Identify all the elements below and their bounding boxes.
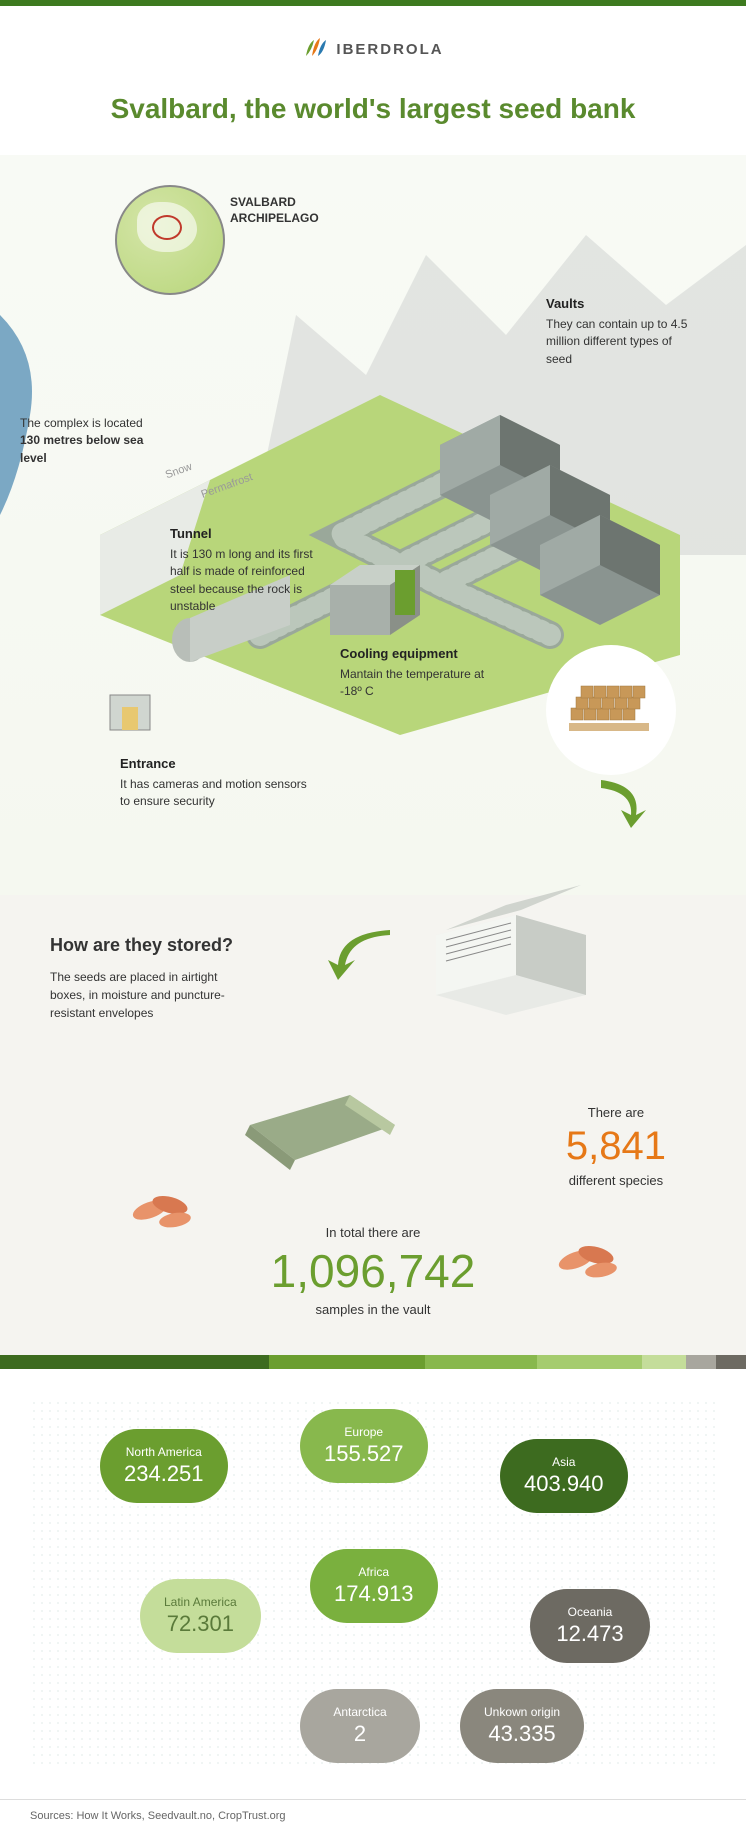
color-segment <box>642 1355 687 1369</box>
region-pill: Oceania12.473 <box>530 1589 650 1663</box>
region-pill: North America234.251 <box>100 1429 228 1503</box>
region-pill: Africa174.913 <box>310 1549 438 1623</box>
leaf-icon <box>302 36 328 62</box>
color-segment <box>537 1355 641 1369</box>
sources-footer: Sources: How It Works, Seedvault.no, Cro… <box>0 1799 746 1832</box>
pallet-circle <box>546 645 676 775</box>
pallet-icon <box>566 683 656 738</box>
storage-box-icon <box>406 875 606 1015</box>
brand-logo: IBERDROLA <box>302 36 443 62</box>
vaults-callout: VaultsThey can contain up to 4.5 million… <box>546 295 696 368</box>
sea-level-callout: The complex is located 130 metres below … <box>20 415 160 467</box>
region-pill: Antarctica2 <box>300 1689 420 1763</box>
region-pill: Latin America72.301 <box>140 1579 261 1653</box>
region-pill: Europe155.527 <box>300 1409 428 1483</box>
color-segment <box>716 1355 746 1369</box>
region-pill: Asia403.940 <box>500 1439 628 1513</box>
arrow-left-icon <box>320 925 400 985</box>
color-segment <box>686 1355 716 1369</box>
storage-section: How are they stored? The seeds are place… <box>0 895 746 1355</box>
storage-description: The seeds are placed in airtight boxes, … <box>50 968 230 1022</box>
region-pill: Unkown origin43.335 <box>460 1689 584 1763</box>
seed-icon <box>130 1185 200 1230</box>
globe-label: SVALBARD ARCHIPELAGO <box>230 195 319 226</box>
envelope-icon <box>230 1075 410 1185</box>
brand-name: IBERDROLA <box>336 41 443 58</box>
color-segment <box>269 1355 426 1369</box>
color-segment <box>0 1355 269 1369</box>
color-segment <box>425 1355 537 1369</box>
species-stat: There are 5,841 different species <box>566 1105 666 1188</box>
facility-diagram: SVALBARD ARCHIPELAGO Snow Permafrost The… <box>0 155 746 895</box>
header: IBERDROLA <box>0 6 746 83</box>
entrance-callout: EntranceIt has cameras and motion sensor… <box>120 755 320 811</box>
tunnel-callout: TunnelIt is 130 m long and its first hal… <box>170 525 320 615</box>
cooling-callout: Cooling equipmentMantain the temperature… <box>340 645 490 701</box>
total-stat: In total there are 1,096,742 samples in … <box>0 1225 746 1317</box>
color-legend-bar <box>0 1355 746 1369</box>
globe <box>100 185 240 295</box>
page-title: Svalbard, the world's largest seed bank <box>0 83 746 155</box>
arrow-down-icon <box>591 770 651 830</box>
world-map-section: North America234.251 Europe155.527 Asia403… <box>0 1369 746 1799</box>
